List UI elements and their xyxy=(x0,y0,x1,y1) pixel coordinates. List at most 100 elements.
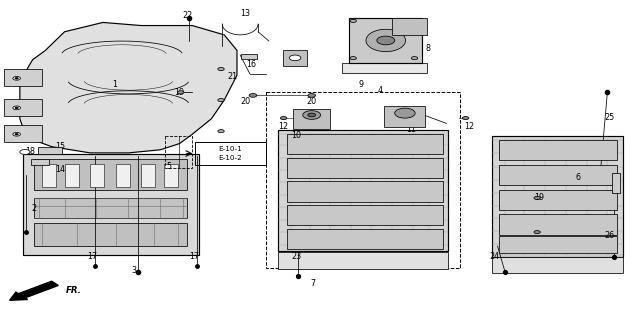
Bar xyxy=(166,136,192,168)
Text: 18: 18 xyxy=(25,147,35,156)
Ellipse shape xyxy=(177,91,184,94)
Bar xyxy=(34,159,187,190)
Bar xyxy=(499,165,617,185)
Ellipse shape xyxy=(218,129,224,133)
Bar xyxy=(65,164,79,187)
Ellipse shape xyxy=(395,108,415,118)
Text: 10: 10 xyxy=(291,131,301,140)
Bar xyxy=(90,164,104,187)
Text: 7: 7 xyxy=(310,279,316,288)
Ellipse shape xyxy=(280,117,287,120)
Bar xyxy=(287,158,444,178)
Text: 25: 25 xyxy=(604,113,614,122)
Ellipse shape xyxy=(350,56,356,60)
Text: 20: 20 xyxy=(306,97,316,106)
Ellipse shape xyxy=(15,107,19,109)
Text: 17: 17 xyxy=(189,252,199,261)
Bar xyxy=(195,142,266,165)
Bar xyxy=(31,159,49,165)
Text: 21: 21 xyxy=(227,72,237,81)
Text: 17: 17 xyxy=(87,252,97,261)
Bar xyxy=(293,109,330,129)
Bar xyxy=(38,147,62,154)
Bar xyxy=(141,164,156,187)
Bar xyxy=(392,18,427,35)
Ellipse shape xyxy=(15,78,19,79)
Text: 24: 24 xyxy=(489,252,499,261)
Bar xyxy=(278,252,448,269)
Bar xyxy=(4,69,42,86)
Ellipse shape xyxy=(308,113,316,117)
Ellipse shape xyxy=(218,67,224,71)
Text: 11: 11 xyxy=(406,125,416,134)
Ellipse shape xyxy=(303,111,321,119)
Ellipse shape xyxy=(249,94,257,97)
Text: 3: 3 xyxy=(132,266,136,275)
Text: FR.: FR. xyxy=(66,286,82,295)
Ellipse shape xyxy=(463,117,468,120)
Ellipse shape xyxy=(377,36,395,45)
Text: 8: 8 xyxy=(426,44,430,53)
Text: 13: 13 xyxy=(240,9,250,17)
Text: 15: 15 xyxy=(55,142,65,151)
Bar xyxy=(116,164,130,187)
Text: 9: 9 xyxy=(358,80,364,89)
Ellipse shape xyxy=(218,99,224,102)
Bar xyxy=(283,50,307,66)
Bar xyxy=(492,257,623,273)
Bar xyxy=(499,140,617,160)
Bar xyxy=(287,182,444,202)
Bar xyxy=(384,106,426,127)
Text: 14: 14 xyxy=(55,165,65,174)
Bar xyxy=(34,198,187,218)
Bar xyxy=(349,18,422,63)
Ellipse shape xyxy=(289,55,301,61)
Bar xyxy=(34,223,187,246)
Text: 16: 16 xyxy=(246,60,257,69)
Bar xyxy=(23,154,198,256)
Text: E-10-1: E-10-1 xyxy=(219,146,243,152)
FancyArrow shape xyxy=(10,281,58,300)
Text: 19: 19 xyxy=(174,88,184,97)
Text: 12: 12 xyxy=(464,122,474,131)
Ellipse shape xyxy=(13,76,20,80)
Bar xyxy=(4,125,42,142)
Text: E-10-2: E-10-2 xyxy=(219,155,243,161)
Bar xyxy=(499,214,617,235)
Ellipse shape xyxy=(308,94,316,97)
Ellipse shape xyxy=(350,19,356,22)
Text: 1: 1 xyxy=(113,80,118,89)
Text: 12: 12 xyxy=(278,122,289,131)
Ellipse shape xyxy=(15,134,19,135)
Text: 23: 23 xyxy=(291,252,301,261)
Text: 4: 4 xyxy=(378,86,383,95)
Ellipse shape xyxy=(13,132,20,136)
Bar xyxy=(499,190,617,210)
Bar xyxy=(492,136,623,257)
Bar xyxy=(278,129,448,251)
Bar xyxy=(42,164,56,187)
Bar xyxy=(287,229,444,249)
Bar xyxy=(287,205,444,225)
Bar xyxy=(499,236,617,253)
Ellipse shape xyxy=(534,231,540,234)
Ellipse shape xyxy=(13,106,20,110)
Bar xyxy=(164,164,177,187)
Text: 2: 2 xyxy=(31,204,36,213)
Text: 6: 6 xyxy=(575,173,580,182)
Bar xyxy=(241,54,257,59)
Ellipse shape xyxy=(366,29,406,51)
Ellipse shape xyxy=(534,196,540,199)
Text: 5: 5 xyxy=(167,162,172,171)
Bar xyxy=(287,134,444,154)
Bar xyxy=(612,173,620,193)
Text: 19: 19 xyxy=(534,193,544,202)
Ellipse shape xyxy=(412,56,418,60)
Bar xyxy=(342,63,428,73)
Bar xyxy=(4,99,42,116)
Polygon shape xyxy=(20,22,237,153)
Ellipse shape xyxy=(412,19,418,22)
Ellipse shape xyxy=(20,149,30,154)
Bar xyxy=(266,92,461,268)
Text: 20: 20 xyxy=(240,97,250,106)
